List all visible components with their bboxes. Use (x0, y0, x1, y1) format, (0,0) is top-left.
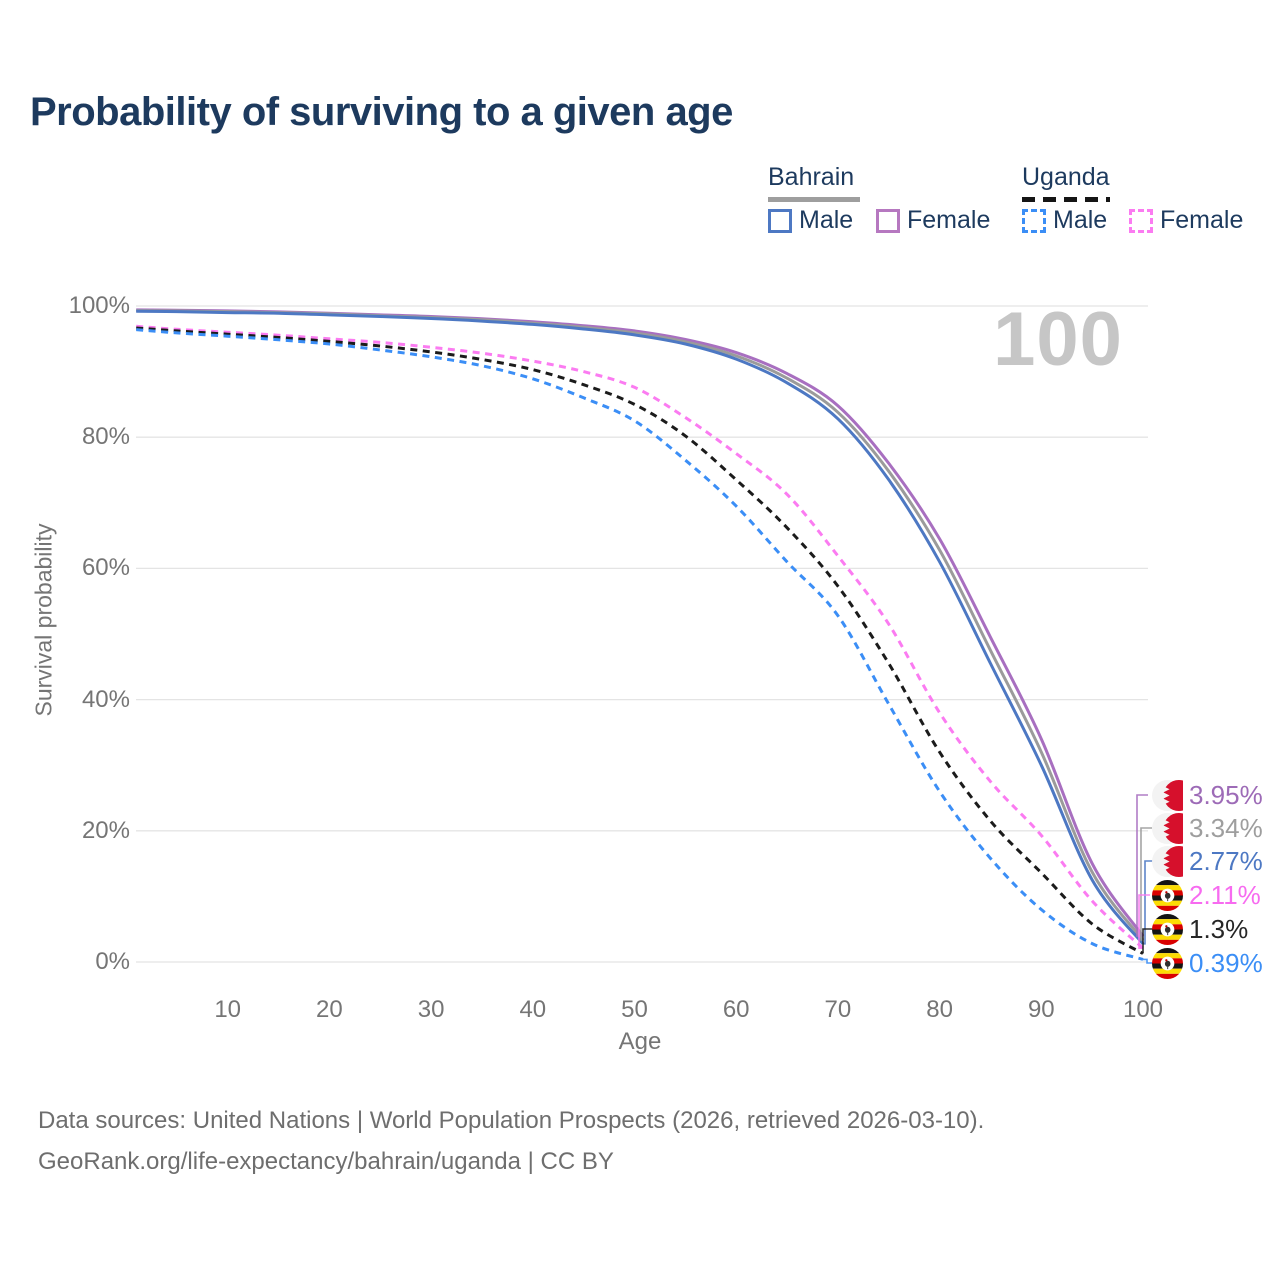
legend-item-bahrain-male[interactable]: Male (768, 206, 853, 235)
legend-swatch-bahrain-female (876, 208, 900, 233)
leader-line-bahrain-both (1140, 827, 1152, 941)
y-tick-label: 20% (81, 816, 130, 844)
end-label-value: 2.11% (1189, 879, 1261, 910)
legend-label: Female (907, 206, 991, 234)
y-tick-label: 100% (68, 292, 130, 319)
legend-group-uganda: Uganda (1022, 163, 1110, 191)
curve-bahrain-both[interactable] (136, 309, 1145, 942)
end-label-value: 3.34% (1189, 812, 1263, 843)
legend-swatch-uganda-male (1022, 208, 1046, 233)
legend-label: Female (1160, 206, 1244, 234)
end-label-value: 2.77% (1189, 845, 1263, 876)
x-tick-label: 10 (214, 996, 242, 1023)
legend-underline-bahrain (768, 197, 860, 202)
end-label-bahrain-female: 3.95% (1152, 778, 1263, 812)
x-tick-label: 90 (1027, 996, 1055, 1023)
bahrain-flag-icon (1152, 812, 1183, 844)
uganda-flag-icon (1152, 880, 1183, 911)
x-tick-label: 80 (926, 996, 953, 1023)
x-tick-label: 40 (519, 996, 547, 1023)
uganda-flag-icon (1152, 948, 1183, 979)
end-label-bahrain-both: 3.34% (1152, 811, 1263, 845)
footer: Data sources: United Nations | World Pop… (38, 1100, 984, 1182)
x-tick-label: 70 (824, 996, 852, 1023)
footer-sources: Data sources: United Nations | World Pop… (38, 1107, 985, 1134)
x-tick-label: 100 (1122, 996, 1164, 1023)
end-label-value: 0.39% (1189, 947, 1263, 978)
leader-line-uganda-female (1138, 894, 1150, 949)
legend-swatch-uganda-female (1129, 208, 1153, 233)
x-tick-label: 60 (722, 996, 750, 1023)
leader-line-bahrain-male (1143, 860, 1156, 945)
leader-line-bahrain-female (1136, 794, 1148, 937)
end-label-uganda-both: 1.3% (1152, 912, 1248, 946)
end-label-bahrain-male: 2.77% (1152, 844, 1263, 878)
footer-attribution: GeoRank.org/life-expectancy/bahrain/ugan… (38, 1148, 614, 1175)
curve-uganda-both[interactable] (136, 326, 1144, 955)
uganda-flag-icon (1152, 914, 1183, 945)
end-label-uganda-male: 0.39% (1152, 946, 1263, 980)
end-label-value: 1.3% (1189, 913, 1249, 944)
legend-item-uganda-female[interactable]: Female (1129, 206, 1243, 235)
x-tick-label: 30 (417, 996, 445, 1023)
legend-group-bahrain: Bahrain (768, 163, 855, 191)
legend-item-uganda-male[interactable]: Male (1022, 206, 1107, 235)
legend-underline-uganda (1022, 197, 1110, 202)
legend-label: Male (1053, 206, 1108, 234)
legend-item-bahrain-female[interactable]: Female (876, 206, 990, 235)
y-tick-label: 0% (95, 948, 130, 975)
curve-bahrain-male[interactable] (136, 309, 1145, 945)
curve-bahrain-female[interactable] (136, 308, 1145, 937)
x-axis-title: Age (618, 1028, 662, 1055)
y-tick-label: 40% (81, 685, 130, 713)
x-tick-label: 50 (621, 996, 648, 1023)
bahrain-flag-icon (1152, 779, 1183, 811)
bahrain-flag-icon (1152, 845, 1183, 877)
curve-uganda-male[interactable] (136, 328, 1144, 961)
page-title: Probability of surviving to a given age (30, 90, 733, 134)
x-tick-label: 20 (316, 996, 343, 1023)
y-tick-label: 80% (81, 423, 130, 451)
end-label-uganda-female: 2.11% (1152, 878, 1261, 912)
legend-swatch-bahrain-male (768, 208, 792, 233)
legend-label: Male (799, 206, 854, 234)
age-counter-watermark: 100 (993, 297, 1123, 382)
curve-uganda-female[interactable] (136, 324, 1145, 950)
leader-line-uganda-both (1142, 928, 1154, 954)
y-tick-label: 60% (81, 554, 130, 582)
end-label-value: 3.95% (1189, 779, 1263, 810)
